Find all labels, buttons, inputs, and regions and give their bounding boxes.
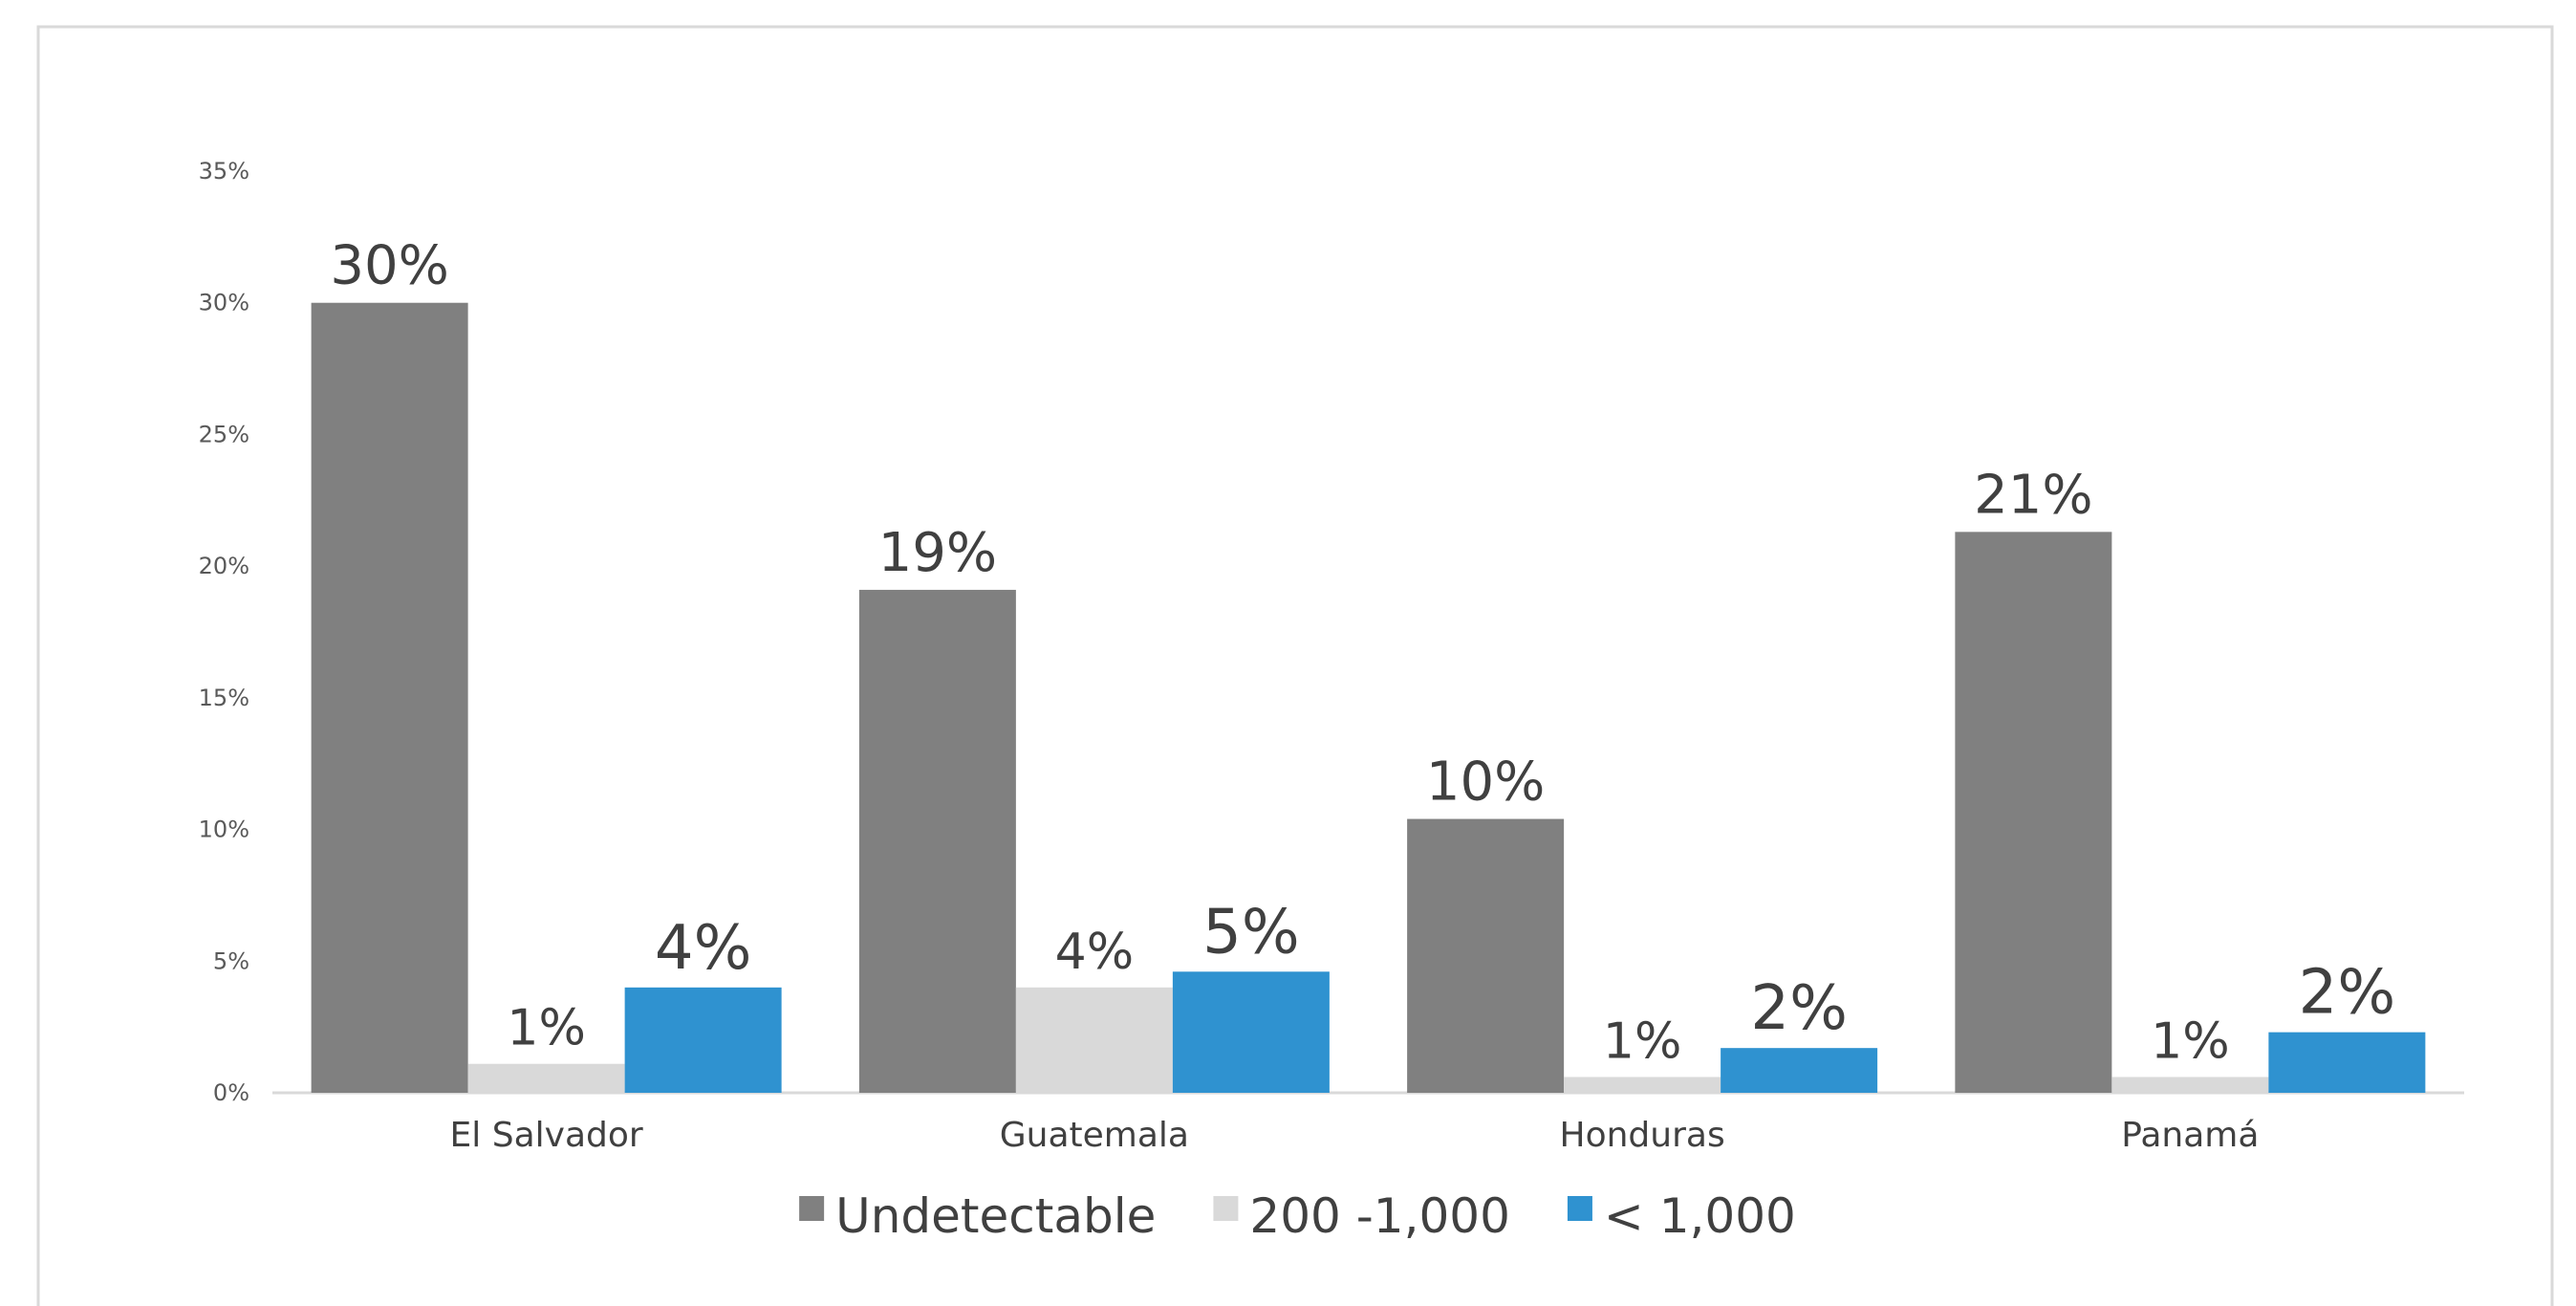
- bar-200-1-000: [2111, 1077, 2269, 1093]
- legend-swatch: [1213, 1196, 1239, 1221]
- bar-undetectable: [1955, 532, 2112, 1093]
- legend-swatch: [1567, 1196, 1592, 1221]
- y-tick-label: 20%: [199, 553, 249, 579]
- bar-undetectable: [1407, 818, 1565, 1093]
- legend-label: Undetectable: [835, 1188, 1156, 1244]
- data-label: 4%: [1055, 924, 1135, 981]
- data-label: 1%: [2151, 1012, 2230, 1070]
- bar-undetectable: [858, 589, 1016, 1093]
- y-tick-label: 15%: [199, 685, 249, 711]
- legend-item: < 1,000: [1567, 1188, 1796, 1244]
- legend-label: 200 -1,000: [1249, 1188, 1510, 1244]
- bar-undetectable: [311, 302, 468, 1093]
- bar-200-1-000: [1564, 1077, 1721, 1093]
- data-label: 4%: [655, 913, 752, 984]
- data-label: 19%: [878, 522, 997, 584]
- y-axis: 0% 5% 10% 15% 20% 25% 30% 35%: [199, 158, 249, 1106]
- bar-1-000: [1172, 971, 1330, 1093]
- bar-200-1-000: [1015, 987, 1173, 1093]
- bars: [311, 302, 2426, 1093]
- x-category-label: Guatemala: [1000, 1116, 1189, 1155]
- data-label: 2%: [2299, 958, 2396, 1029]
- data-label: 2%: [1750, 973, 1848, 1044]
- legend-item: Undetectable: [799, 1188, 1156, 1244]
- bar-labels: 30% 1% 4% 19% 4% 5% 10% 1% 2% 21% 1% 2%: [330, 235, 2395, 1071]
- x-category-label: Panamá: [2121, 1116, 2259, 1155]
- y-tick-label: 0%: [213, 1079, 249, 1106]
- data-label: 10%: [1426, 751, 1545, 814]
- bar-1-000: [2268, 1032, 2426, 1093]
- y-tick-label: 25%: [199, 421, 249, 447]
- x-category-label: Honduras: [1560, 1116, 1725, 1155]
- bar-1-000: [624, 987, 782, 1093]
- data-label: 1%: [1603, 1012, 1682, 1070]
- data-label: 30%: [330, 235, 448, 297]
- y-tick-label: 30%: [199, 290, 249, 316]
- legend-item: 200 -1,000: [1213, 1188, 1510, 1244]
- legend-label: < 1,000: [1604, 1188, 1796, 1244]
- bar-1-000: [1721, 1048, 1878, 1093]
- legend: Undetectable 200 -1,000 < 1,000: [799, 1188, 1796, 1244]
- data-label: 21%: [1974, 464, 2092, 526]
- y-tick-label: 5%: [213, 947, 249, 974]
- legend-swatch: [799, 1196, 825, 1221]
- data-label: 1%: [507, 1000, 586, 1057]
- y-tick-label: 10%: [199, 816, 249, 843]
- x-category-label: El Salvador: [450, 1116, 643, 1155]
- y-tick-label: 35%: [199, 158, 249, 185]
- x-axis: El Salvador Guatemala Honduras Panamá: [450, 1116, 2260, 1155]
- bar-200-1-000: [467, 1063, 625, 1093]
- data-label: 5%: [1202, 897, 1300, 968]
